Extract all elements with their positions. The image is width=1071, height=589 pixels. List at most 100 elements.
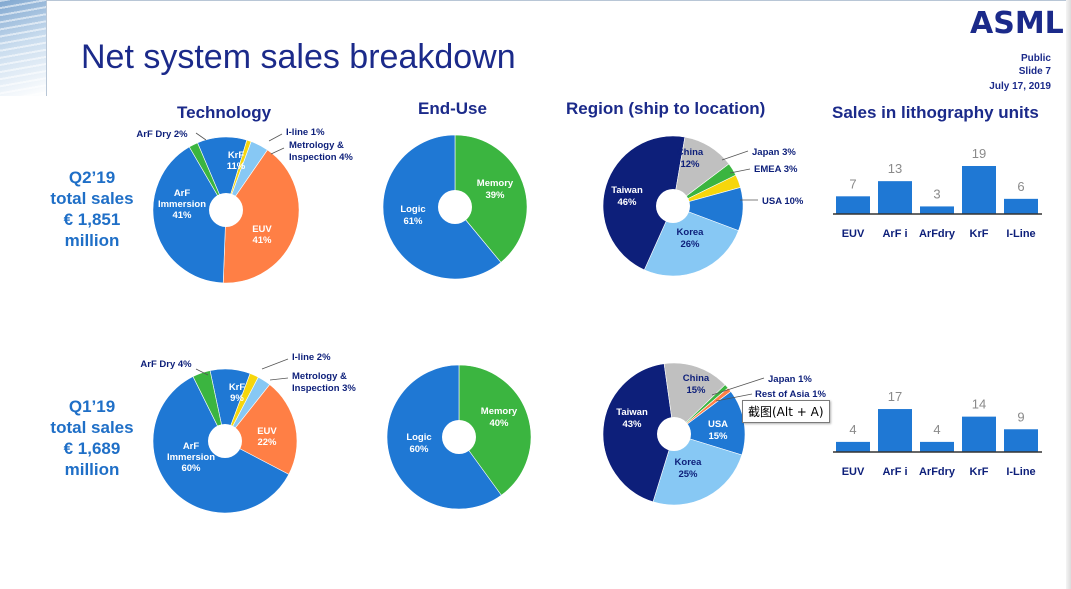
bar-euv: [836, 196, 870, 214]
leader-line-arf-dry: [195, 132, 207, 141]
bar-value-i-line: 9: [1017, 409, 1024, 424]
slice-label-metrology-inspection-2: Inspection 3%: [292, 383, 356, 394]
slide-date: July 17, 2019: [989, 81, 1051, 92]
slice-label-i-line: I-line 2%: [292, 352, 331, 363]
bar-value-arfdry: 4: [933, 422, 940, 437]
pie-hole: [657, 417, 691, 451]
q1-label-line3: € 1,689: [63, 439, 121, 458]
bar-arf-i: [878, 409, 912, 452]
bar-category-arfdry: ArFdry: [919, 228, 956, 240]
q1-total-sales-label: Q1’19 total sales € 1,689 million: [44, 396, 140, 480]
slide-title: Net system sales breakdown: [81, 38, 516, 76]
bar-category-krf: KrF: [970, 466, 989, 478]
q2-label-line1: Q2’19: [68, 168, 116, 187]
bar-category-arf-i: ArF i: [882, 466, 907, 478]
q1-label-line2: total sales: [50, 418, 134, 437]
slice-label-rest-of-asia: Rest of Asia 1%: [755, 389, 826, 400]
units-bar-chart-q2-19: 7 EUV 13 ArF i 3 ArFdry 19 KrF 6 I-Line: [833, 146, 1042, 240]
leader-line-japan: [721, 150, 749, 161]
pie-slice-memory: [454, 134, 528, 263]
classification-label: Public: [1020, 53, 1051, 64]
slice-name-memory: Memory: [477, 178, 514, 189]
slice-value-china: 12%: [680, 159, 700, 170]
bar-category-arfdry: ArFdry: [919, 466, 956, 478]
slice-label-metrology-inspection-2: Inspection 4%: [289, 152, 353, 163]
slice-label-emea: EMEA 3%: [754, 164, 798, 175]
bar-value-arf-i: 17: [888, 389, 902, 404]
slice-value-usa: 15%: [708, 431, 728, 442]
slice-value-memory: 40%: [489, 418, 509, 429]
pie-slice-china: [672, 136, 730, 207]
slice-name-usa: USA: [708, 419, 728, 430]
q2-label-line4: million: [64, 231, 120, 250]
slice-name-taiwan: Taiwan: [611, 185, 643, 196]
bar-value-euv: 4: [849, 422, 856, 437]
q2-total-sales-label: Q2’19 total sales € 1,851 million: [44, 167, 140, 251]
leader-line-metrology-inspection: [269, 377, 289, 381]
slice-value-krf: 9%: [230, 393, 244, 404]
slice-name-arf-immersion-1: ArF: [183, 441, 200, 452]
leader-line-japan: [711, 377, 765, 396]
pie-hole: [438, 190, 472, 224]
slice-label-i-line: I-line 1%: [286, 127, 325, 138]
header-side-rule: [46, 0, 47, 96]
bar-category-krf: KrF: [970, 228, 989, 240]
pie-slice-china: [663, 362, 726, 435]
units-heading: Sales in lithography units: [832, 103, 1039, 122]
slice-label-metrology-inspection-1: Metrology &: [292, 371, 347, 382]
bar-arf-i: [878, 181, 912, 214]
slice-value-taiwan: 46%: [617, 197, 637, 208]
pie-slice-arf-immersion: [152, 146, 227, 284]
pie-slice-taiwan: [602, 363, 675, 503]
q2-label-line2: total sales: [50, 189, 134, 208]
bar-arfdry: [920, 206, 954, 214]
bar-i-line: [1004, 429, 1038, 452]
bar-category-arf-i: ArF i: [882, 228, 907, 240]
pie-hole: [656, 189, 690, 223]
pie-slice-euv: [222, 149, 300, 284]
pie-hole: [208, 424, 242, 458]
slice-name-taiwan: Taiwan: [616, 407, 648, 418]
pie-slice-euv: [224, 384, 298, 475]
slice-label-metrology-inspection-1: Metrology &: [289, 140, 344, 151]
bar-i-line: [1004, 198, 1038, 214]
header-rule: [46, 0, 1071, 1]
slice-name-logic: Logic: [406, 432, 431, 443]
slice-value-korea: 26%: [680, 239, 700, 250]
pie-slice-memory: [458, 364, 532, 496]
bar-value-krf: 14: [972, 397, 986, 412]
leader-line-arf-dry: [195, 368, 209, 376]
slice-name-korea: Korea: [677, 227, 705, 238]
slice-value-euv: 22%: [257, 437, 277, 448]
slice-name-china: China: [677, 147, 704, 158]
asml-logo: ASML: [970, 6, 1064, 41]
pie-slice-korea: [652, 433, 743, 506]
slice-value-arf-immersion: 41%: [172, 210, 192, 221]
bar-krf: [962, 416, 996, 452]
bar-category-euv: EUV: [842, 228, 865, 240]
leader-line-emea: [729, 168, 751, 174]
leader-line-i-line: [268, 133, 283, 142]
slice-value-korea: 25%: [678, 469, 698, 480]
leader-line-i-line: [261, 358, 289, 370]
bar-euv: [836, 441, 870, 452]
slice-value-euv: 41%: [252, 235, 272, 246]
slice-value-china: 15%: [686, 385, 706, 396]
pie-hole: [442, 420, 476, 454]
slide-number: Slide 7: [1018, 66, 1051, 77]
pie-hole: [209, 193, 243, 227]
slice-name-arf-immersion-2: Immersion: [158, 199, 206, 210]
slice-value-logic: 61%: [403, 216, 423, 227]
slice-name-logic: Logic: [400, 204, 425, 215]
pie-slice-arf-dry: [188, 142, 227, 211]
pie-slice-korea: [643, 205, 739, 277]
q1-label-line4: million: [64, 460, 120, 479]
bar-value-euv: 7: [849, 176, 856, 191]
bar-category-i-line: I-Line: [1006, 228, 1035, 240]
pie-slice-arf-dry: [192, 370, 226, 442]
